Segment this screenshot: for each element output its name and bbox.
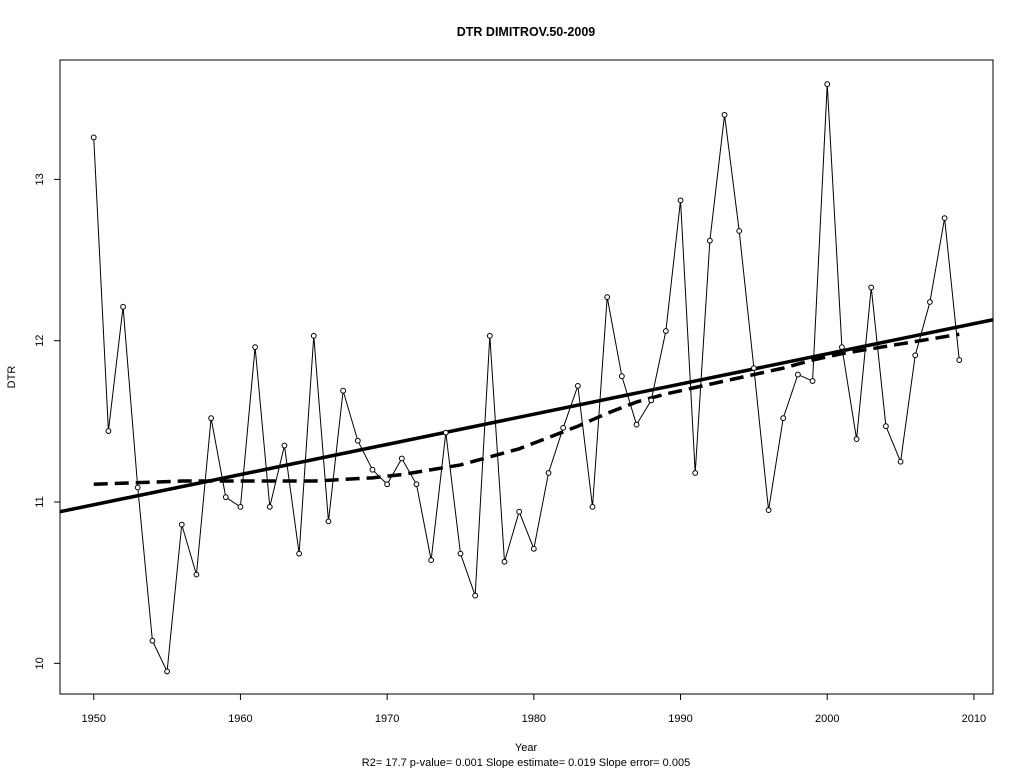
dtr-data-point <box>149 637 156 644</box>
dtr-data-point <box>560 424 567 431</box>
dtr-data-point <box>824 81 831 88</box>
dtr-data-point <box>883 423 889 430</box>
dtr-data-point <box>589 503 596 510</box>
x-tick-label: 2010 <box>962 713 986 725</box>
plot-frame <box>59 59 994 695</box>
dtr-data-point <box>648 397 655 404</box>
y-tick-label: 13 <box>34 173 46 185</box>
dtr-data-point <box>692 470 699 476</box>
y-tick-label: 11 <box>34 496 46 507</box>
dtr-data-point <box>105 428 112 434</box>
dtr-data-point <box>325 518 332 525</box>
y-axis-label: DTR <box>6 366 18 389</box>
x-tick-label: 1990 <box>668 713 692 725</box>
dtr-data-point <box>428 557 435 564</box>
dtr-data-point <box>780 415 787 422</box>
dtr-data-point <box>750 365 757 372</box>
dtr-data-point <box>706 237 713 244</box>
x-tick-label: 1970 <box>375 713 399 725</box>
dtr-data-point <box>927 299 933 305</box>
dtr-data-point <box>853 436 860 443</box>
x-tick-label: 1980 <box>522 713 546 725</box>
dtr-data-point <box>618 373 625 380</box>
dtr-data-point <box>912 352 919 359</box>
chart-title: DTR DIMITROV.50-2009 <box>457 25 596 39</box>
dtr-data-point <box>457 550 464 557</box>
x-tick-label: 1960 <box>228 713 252 725</box>
dtr-data-point <box>413 481 420 488</box>
dtr-data-point <box>662 328 669 334</box>
dtr-data-point <box>178 521 185 528</box>
dtr-data-point <box>765 507 772 513</box>
dtr-data-point <box>604 294 611 301</box>
dtr-data-point <box>296 550 303 557</box>
dtr-data-point <box>809 378 816 384</box>
dtr-data-point <box>384 481 391 488</box>
series-layer <box>59 81 994 675</box>
dtr-data-point <box>472 592 479 599</box>
dtr-data-point <box>442 429 449 436</box>
dtr-data-point <box>897 458 904 465</box>
dtr-data-point <box>193 571 200 578</box>
dtr-data-point <box>398 455 405 462</box>
dtr-data-point <box>677 197 684 204</box>
dtr-data-point <box>369 466 376 473</box>
dtr-data-point <box>208 415 214 422</box>
dtr-data-point <box>90 134 97 141</box>
dtr-data-point <box>134 484 141 491</box>
dtr-data-point <box>222 494 229 501</box>
dtr-data-point <box>574 382 581 389</box>
dtr-data-point <box>545 470 552 476</box>
y-tick-label: 12 <box>34 335 46 347</box>
dtr-data-point <box>281 442 288 449</box>
dtr-data-point <box>501 558 508 565</box>
dtr-data-point <box>340 387 347 394</box>
stats-footer: R2= 17.7 p-value= 0.001 Slope estimate= … <box>362 757 690 768</box>
dtr-series-line <box>93 84 960 674</box>
dtr-data-point <box>868 284 875 291</box>
dtr-data-point <box>516 508 523 515</box>
dtr-data-point <box>839 344 845 351</box>
x-tick-label: 2000 <box>815 713 839 725</box>
dtr-data-point <box>266 503 273 510</box>
dtr-data-point <box>164 668 170 675</box>
dtr-data-point <box>310 332 317 339</box>
dtr-data-point <box>120 303 126 310</box>
dtr-data-point <box>956 357 963 363</box>
linear-trend-line <box>59 318 994 514</box>
x-tick-label: 1950 <box>81 713 105 725</box>
y-tick-label: 10 <box>34 657 46 669</box>
dtr-data-point <box>794 371 801 378</box>
dtr-data-point <box>486 332 493 339</box>
dtr-data-point <box>530 545 537 552</box>
smoothed-trend-line <box>93 332 960 487</box>
dtr-data-point <box>941 215 948 221</box>
dtr-data-point <box>633 421 640 428</box>
dtr-data-point <box>252 344 259 351</box>
x-axis-label: Year <box>515 742 538 754</box>
dtr-data-point <box>721 111 728 118</box>
dtr-data-point <box>237 503 244 510</box>
dtr-data-point <box>354 437 361 444</box>
dtr-data-point <box>736 228 743 234</box>
